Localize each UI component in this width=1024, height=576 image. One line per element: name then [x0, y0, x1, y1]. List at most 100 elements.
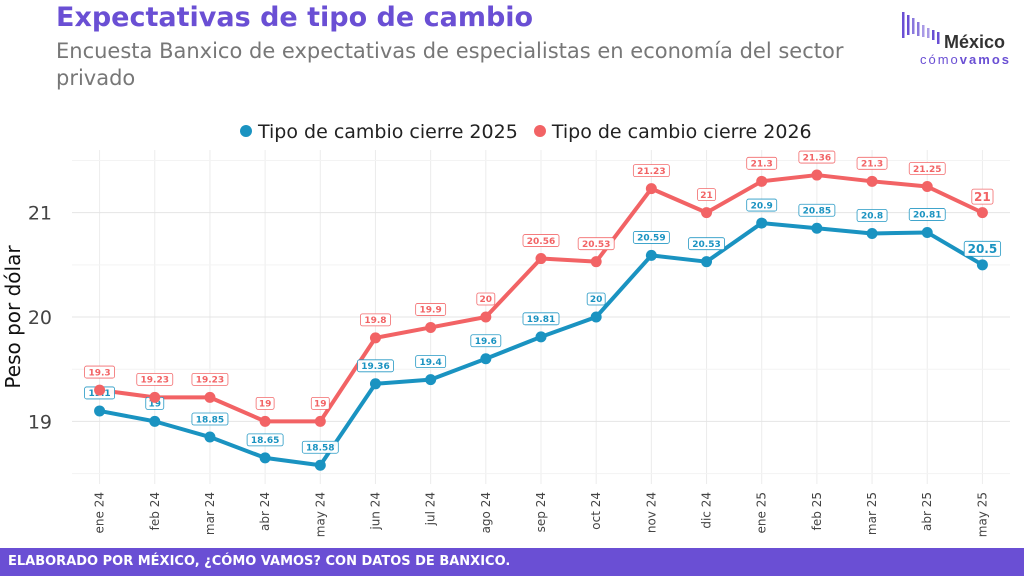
data-point — [369, 332, 381, 344]
data-label: 20 — [590, 295, 603, 305]
y-tick-label: 20 — [28, 307, 52, 329]
data-point — [204, 431, 216, 443]
data-label-box — [191, 372, 229, 386]
data-point — [94, 405, 106, 417]
data-label: 19.3 — [88, 368, 110, 378]
data-label-box — [856, 209, 888, 222]
data-label: 19 — [259, 400, 272, 410]
logo-word-como: cómo — [920, 52, 960, 67]
data-point — [976, 207, 988, 219]
x-tick-label: ene 25 — [755, 492, 769, 533]
data-label-box — [360, 313, 391, 327]
data-label: 20.59 — [637, 234, 665, 244]
data-label: 19.81 — [527, 315, 555, 325]
logo-word-vamos: vamos — [959, 52, 1011, 67]
x-tick-label: feb 24 — [148, 492, 162, 530]
x-tick-label: mar 24 — [203, 492, 217, 535]
data-label: 20.5 — [968, 242, 998, 256]
x-tick-label: mar 25 — [865, 492, 879, 535]
data-label-box — [476, 292, 496, 306]
data-point — [590, 256, 602, 268]
data-label-box — [688, 237, 725, 251]
data-label-box — [632, 164, 670, 178]
x-tick-label: abr 25 — [920, 492, 934, 531]
y-tick-label: 19 — [28, 411, 52, 433]
data-point — [756, 175, 768, 187]
data-label: 21 — [974, 190, 991, 204]
legend-marker-2026 — [533, 124, 546, 137]
x-tick-label: dic 24 — [700, 492, 714, 529]
data-label-box — [310, 396, 330, 410]
data-point — [866, 228, 878, 239]
x-tick-label: sep 24 — [534, 492, 548, 532]
data-point — [314, 415, 326, 427]
logo-word-como-vamos: cómovamos — [920, 52, 1011, 67]
data-label-box — [798, 150, 836, 164]
data-label-box — [522, 312, 560, 326]
y-tick-label: 21 — [28, 203, 52, 225]
data-point — [866, 175, 878, 187]
chart-title: Expectativas de tipo de cambio — [56, 2, 534, 33]
data-point — [976, 259, 988, 271]
x-tick-label: may 24 — [313, 492, 327, 537]
data-point — [204, 391, 216, 403]
data-point — [811, 222, 823, 234]
data-point — [590, 311, 602, 323]
data-label-box — [255, 396, 275, 410]
data-label-box — [746, 198, 778, 212]
data-label: 19.23 — [196, 376, 224, 386]
data-label-box — [697, 188, 716, 202]
data-point — [149, 391, 161, 403]
x-tick-label: ago 24 — [479, 492, 493, 533]
data-label: 20.53 — [582, 240, 610, 250]
data-label-box — [470, 334, 502, 348]
data-label-box — [246, 433, 284, 447]
x-tick-label: jun 24 — [368, 492, 382, 531]
data-label-box — [586, 292, 606, 306]
data-point — [480, 311, 492, 323]
data-point — [369, 378, 381, 390]
data-label: 20.9 — [751, 201, 773, 211]
x-tick-label: ene 24 — [93, 492, 107, 533]
x-tick-label: jul 24 — [424, 492, 438, 526]
data-point — [94, 384, 106, 396]
data-label: 19.9 — [420, 306, 442, 316]
data-point — [149, 415, 161, 427]
data-label: 19 — [314, 400, 327, 410]
data-label-box — [963, 240, 1002, 257]
data-label-box — [191, 412, 229, 426]
data-point — [701, 207, 713, 219]
y-axis-title: Peso por dólar — [1, 245, 25, 389]
data-point — [314, 459, 326, 471]
data-label: 20 — [480, 295, 493, 305]
data-label-box — [908, 208, 946, 221]
data-label: 19.8 — [364, 316, 386, 326]
data-label-box — [908, 162, 946, 175]
x-tick-label: oct 24 — [589, 492, 603, 530]
x-tick-label: abr 24 — [258, 492, 272, 531]
data-label-box — [522, 234, 560, 247]
data-label-box — [357, 359, 394, 373]
data-label: 21.3 — [861, 160, 883, 170]
data-label: 20.81 — [913, 211, 941, 221]
data-point — [535, 331, 547, 343]
data-label: 21.3 — [751, 160, 773, 170]
legend-item-2026: Tipo de cambio cierre 2026 — [533, 121, 812, 143]
mexico-como-vamos-logo: México cómovamos — [900, 10, 1020, 70]
data-point — [811, 169, 823, 181]
footer-bar: ELABORADO POR MÉXICO, ¿CÓMO VAMOS? CON D… — [0, 548, 1024, 576]
data-label: 21.23 — [637, 167, 665, 177]
legend-marker-2025 — [240, 124, 252, 137]
data-point — [921, 226, 933, 238]
data-label: 20.56 — [527, 237, 555, 247]
data-label: 21.36 — [803, 153, 831, 163]
data-label: 20.53 — [692, 240, 720, 250]
footer-credit: ELABORADO POR MÉXICO, ¿CÓMO VAMOS? CON D… — [8, 554, 511, 569]
data-point — [425, 374, 437, 386]
data-label: 21 — [700, 191, 713, 201]
x-tick-label: may 25 — [975, 492, 989, 537]
data-label: 20.85 — [803, 207, 831, 217]
data-label-box — [84, 365, 115, 379]
data-label-box — [136, 372, 174, 386]
